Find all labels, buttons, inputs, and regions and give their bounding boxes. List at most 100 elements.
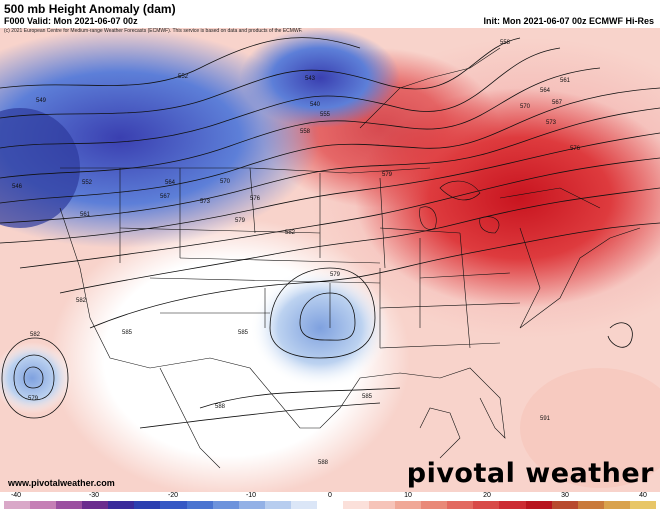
negative-anomaly-west — [0, 28, 320, 248]
contour-label: 573 — [200, 199, 211, 205]
negative-anomaly-south — [250, 268, 390, 388]
colorbar-swatch — [603, 501, 630, 509]
border-line — [379, 227, 521, 349]
map-title: 500 mb Height Anomaly (dam) — [4, 2, 176, 16]
contour-line — [199, 387, 401, 409]
border-line — [359, 47, 501, 129]
contour-label: 585 — [122, 330, 133, 336]
contour-label: 573 — [546, 120, 557, 126]
contour-line — [13, 354, 55, 401]
colorbar-swatch — [395, 501, 422, 509]
site-url[interactable]: www.pivotalweather.com — [8, 478, 115, 488]
border-line — [60, 167, 431, 174]
pivotal-weather-logo: pivotal weather — [406, 458, 654, 489]
contour-label: 588 — [318, 460, 329, 466]
contour-label: 579 — [330, 272, 341, 278]
great-lakes — [439, 180, 481, 201]
contour-line — [139, 402, 381, 429]
contour-label: 591 — [540, 416, 551, 422]
valid-time: F000 Valid: Mon 2021-06-07 00z — [4, 16, 138, 26]
contour-label: 558 — [500, 40, 511, 46]
contour-label: 552 — [178, 74, 189, 80]
contour-line — [0, 67, 601, 179]
colorbar-tick: -40 — [10, 492, 22, 499]
colorbar-swatch — [369, 501, 396, 509]
contour-label: 582 — [76, 298, 87, 304]
border-line — [119, 167, 386, 269]
contour-label: 582 — [30, 332, 41, 338]
colorbar-swatch — [4, 501, 31, 509]
contour-label: 588 — [215, 404, 226, 410]
map-canvas: 552 549 546 543 540 555 552 558 561 564 … — [0, 28, 660, 492]
state-boundaries — [59, 47, 641, 469]
colorbar-swatch — [264, 501, 291, 509]
colorbar-strip — [4, 501, 656, 509]
positive-anomaly-atlantic — [520, 368, 660, 488]
colorbar-swatch — [290, 501, 317, 509]
coastline — [159, 367, 221, 469]
contour-label: 549 — [36, 98, 47, 104]
contour-line — [269, 267, 376, 359]
contour-label: 561 — [80, 212, 91, 218]
negative-anomaly-north — [240, 28, 400, 128]
contour-labels: 552 549 546 543 540 555 552 558 561 564 … — [12, 40, 581, 466]
negative-anomaly-pacific — [0, 108, 80, 228]
contour-line — [0, 107, 660, 224]
contour-label: 555 — [320, 112, 331, 118]
colorbar-swatch — [577, 501, 604, 509]
colorbar-tick: -20 — [167, 492, 179, 499]
colorbar-swatch — [629, 501, 656, 509]
init-time: Init: Mon 2021-06-07 00z ECMWF Hi-Res — [483, 16, 654, 26]
weather-map: 552 549 546 543 540 555 552 558 561 564 … — [0, 28, 660, 492]
coastline — [419, 407, 461, 459]
colorbar-swatch — [30, 501, 57, 509]
contour-line — [1, 337, 69, 419]
contour-label: 546 — [12, 184, 23, 190]
contour-label: 579 — [28, 396, 39, 402]
contour-label: 564 — [540, 88, 551, 94]
coastline — [519, 227, 641, 329]
border-line — [499, 187, 601, 329]
colorbar-swatch — [56, 501, 83, 509]
colorbar-swatch — [421, 501, 448, 509]
contour-label: 570 — [220, 179, 231, 185]
contour-label: 576 — [250, 196, 261, 202]
contour-line — [0, 47, 561, 149]
contour-label: 582 — [285, 230, 296, 236]
contour-label: 567 — [552, 100, 563, 106]
contour-line — [0, 37, 521, 119]
contour-label: 585 — [362, 394, 373, 400]
colorbar-swatch — [238, 501, 265, 509]
contour-line — [0, 87, 660, 204]
colorbar-tick: -30 — [88, 492, 100, 499]
contour-line — [19, 157, 660, 269]
negative-anomaly-cutoff — [0, 342, 72, 414]
colorbar-swatch — [343, 501, 370, 509]
colorbar-tick: 30 — [561, 492, 569, 499]
contour-line — [23, 366, 44, 389]
contour-line — [0, 37, 361, 89]
colorbar-swatch — [134, 501, 161, 509]
contour-label: 579 — [235, 218, 246, 224]
colorbar-tick: 10 — [404, 492, 412, 499]
contour-label: 552 — [82, 180, 93, 186]
colorbar-tick: 40 — [639, 492, 647, 499]
colorbar-swatch — [316, 501, 344, 509]
contour-label: 543 — [305, 76, 316, 82]
colorbar-tick: 20 — [483, 492, 491, 499]
border-line — [119, 227, 381, 348]
colorbar-swatch — [473, 501, 500, 509]
contour-label: 561 — [560, 78, 571, 84]
colorbar-swatch — [160, 501, 187, 509]
colorbar-swatch — [551, 501, 578, 509]
colorbar-swatch — [447, 501, 474, 509]
coastline — [59, 207, 506, 439]
colorbar-swatch — [525, 501, 552, 509]
contour-label: 579 — [382, 172, 393, 178]
contour-line — [299, 292, 356, 341]
contour-label: 585 — [238, 330, 249, 336]
colorbar-swatch — [499, 501, 526, 509]
colorbar-swatch — [82, 501, 109, 509]
colorbar: -40 -30 -20 -10 0 10 20 30 40 — [0, 492, 660, 510]
copyright-notice: (c) 2021 European Centre for Medium-rang… — [4, 28, 303, 34]
